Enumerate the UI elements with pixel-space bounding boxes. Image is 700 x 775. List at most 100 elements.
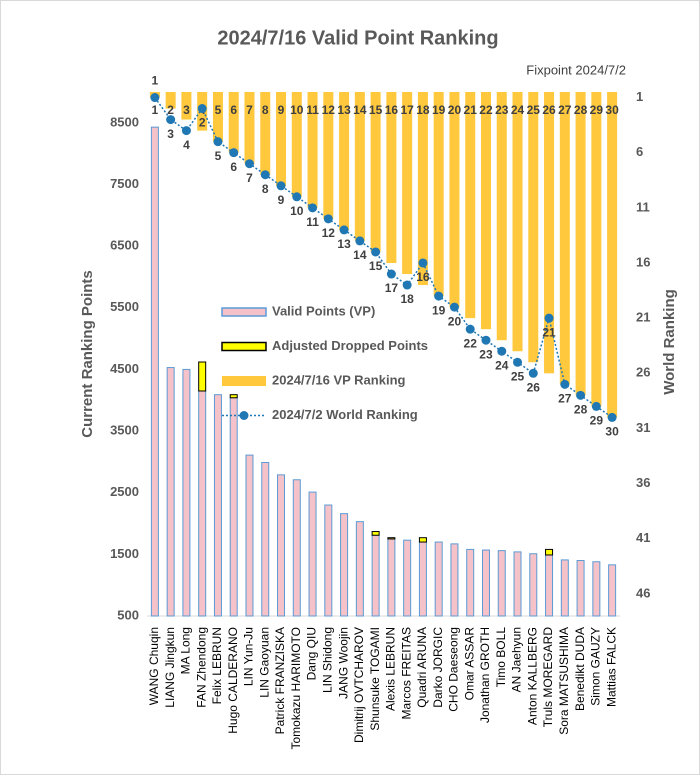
rank-bar-label: 23 xyxy=(495,103,509,117)
legend-swatch xyxy=(222,376,266,386)
y-tick-label: 3500 xyxy=(110,422,139,437)
points-bar xyxy=(150,126,159,617)
ranking-label: 10 xyxy=(290,204,304,218)
points-bar xyxy=(340,513,349,617)
points-bar xyxy=(513,551,522,617)
ranking-line xyxy=(154,97,613,419)
rank-bar xyxy=(433,92,444,297)
ranking-label: 26 xyxy=(527,380,541,394)
points-bar xyxy=(387,537,396,540)
rank-bar-label: 29 xyxy=(590,103,604,117)
x-tick-label: Anton KALLBERG xyxy=(525,627,539,725)
points-bar xyxy=(529,553,538,617)
ranking-marker xyxy=(386,269,396,279)
ranking-marker xyxy=(276,181,286,191)
points-bar xyxy=(229,394,238,399)
points-bar xyxy=(481,549,490,617)
rank-bar-label: 16 xyxy=(385,103,399,117)
ranking-label: 7 xyxy=(246,171,253,185)
ranking-label: 27 xyxy=(558,392,572,406)
y2-tick-label: 41 xyxy=(636,530,650,545)
rank-bar-label: 25 xyxy=(527,103,541,117)
rank-bar xyxy=(417,92,428,286)
x-tick-label: Marcos FREITAS xyxy=(399,627,413,719)
ranking-marker xyxy=(418,258,428,268)
y2-tick-label: 26 xyxy=(636,365,650,380)
rank-bar-label: 10 xyxy=(290,103,304,117)
x-tick-label: Jonathan GROTH xyxy=(478,627,492,723)
rank-bar xyxy=(607,92,618,418)
rank-bar-label: 18 xyxy=(416,103,430,117)
ranking-marker xyxy=(371,247,381,257)
x-tick-label: Shunsuke TOGAMI xyxy=(368,627,382,731)
y-tick-label: 1500 xyxy=(110,546,139,561)
x-tick-label: Sora MATSUSHIMA xyxy=(557,627,571,735)
ranking-label: 14 xyxy=(353,248,367,262)
rank-bar xyxy=(291,92,302,197)
points-bar xyxy=(545,548,554,556)
rank-bar-label: 24 xyxy=(511,103,525,117)
rank-bar-label: 8 xyxy=(262,103,269,117)
points-bar xyxy=(592,561,601,617)
legend-label: 2024/7/2 World Ranking xyxy=(272,407,418,422)
ranking-marker xyxy=(355,236,365,246)
points-bar xyxy=(371,534,380,617)
ranking-marker xyxy=(513,357,523,367)
ranking-marker xyxy=(150,93,160,103)
rank-bar xyxy=(575,92,586,396)
ranking-label: 29 xyxy=(590,414,604,428)
x-tick-label: LIANG Jingkun xyxy=(163,627,177,708)
points-bar xyxy=(466,548,475,617)
y2-tick-label: 31 xyxy=(636,420,650,435)
x-tick-label: AN Jaehyun xyxy=(510,627,524,692)
points-bar xyxy=(277,474,286,617)
ranking-label: 2 xyxy=(199,116,206,130)
ranking-marker xyxy=(308,203,318,213)
points-bar xyxy=(450,543,459,617)
y2-tick-label: 16 xyxy=(636,254,650,269)
legend-swatch xyxy=(221,341,267,352)
rank-bar xyxy=(512,92,523,352)
rank-bar xyxy=(465,92,476,319)
points-bar xyxy=(403,539,412,617)
x-tick-label: Dang QIU xyxy=(305,627,319,680)
points-bar xyxy=(166,367,175,617)
rank-bar xyxy=(591,92,602,407)
x-tick-label: Hugo CALDERANO xyxy=(226,627,240,734)
ranking-marker xyxy=(544,313,554,323)
rank-bar xyxy=(307,92,318,208)
points-bar xyxy=(371,531,380,536)
ranking-label: 24 xyxy=(495,358,509,372)
ranking-label: 25 xyxy=(511,369,525,383)
chart-subtitle: Fixpoint 2024/7/2 xyxy=(526,62,626,77)
x-tick-label: Dimitrij OVTCHAROV xyxy=(352,627,366,743)
rank-bar xyxy=(212,92,223,142)
x-tick-label: Simon GAUZY xyxy=(589,627,603,706)
legend-swatch xyxy=(221,307,267,317)
points-bar xyxy=(387,538,396,617)
ranking-label: 6 xyxy=(230,160,237,174)
x-tick-label: Omar ASSAR xyxy=(462,627,476,701)
x-tick-label: Tomokazu HARIMOTO xyxy=(289,627,303,749)
x-tick-label: Timo BOLL xyxy=(494,627,508,688)
ranking-label: 22 xyxy=(464,336,478,350)
x-tick-label: FAN Zhendong xyxy=(194,627,208,708)
ranking-marker xyxy=(339,225,349,235)
legend-label: 2024/7/16 VP Ranking xyxy=(272,372,406,387)
x-tick-label: CHO Daeseong xyxy=(447,627,461,712)
ranking-marker xyxy=(229,148,239,158)
points-bar xyxy=(182,368,191,617)
ranking-marker xyxy=(260,170,270,180)
rank-bar xyxy=(370,92,381,252)
x-tick-label: WANG Chuqin xyxy=(147,627,161,705)
points-bar xyxy=(213,394,222,617)
ranking-label: 11 xyxy=(306,215,319,229)
rank-bar xyxy=(228,92,239,153)
rank-bar-label: 5 xyxy=(215,103,222,117)
ranking-label: 23 xyxy=(479,347,493,361)
ranking-marker xyxy=(213,137,223,147)
x-tick-label: Alexis LEBRUN xyxy=(384,627,398,711)
rank-bar-label: 14 xyxy=(353,103,367,117)
y-tick-label: 6500 xyxy=(110,238,139,253)
legend-label: Adjusted Dropped Points xyxy=(272,338,428,353)
